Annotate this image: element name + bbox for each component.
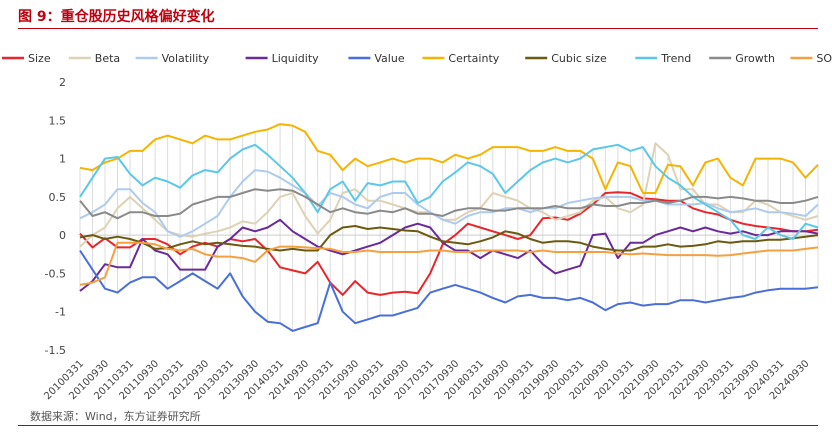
legend-label-beta: Beta	[95, 52, 120, 65]
series-line-value	[79, 249, 819, 332]
legend-label-liquidity: Liquidity	[272, 52, 320, 65]
legend-label-growth: Growth	[735, 52, 775, 65]
series-lines	[79, 123, 819, 332]
legend-label-volatility: Volatility	[162, 52, 210, 65]
legend-label-cubic-size: Cubic size	[551, 52, 607, 65]
legend-label-size: Size	[28, 52, 51, 65]
title-rule	[18, 28, 818, 29]
chart-legend: Size Beta Volatility Liquidity Value Certaint…	[2, 52, 832, 65]
figure-title: 图 9：重仓股历史风格偏好变化	[18, 9, 215, 25]
footer-rule	[18, 425, 818, 426]
legend-label-certainty: Certainty	[448, 52, 499, 65]
y-tick-label: -1.5	[45, 344, 66, 357]
y-axis-ticks: -1.5 -1 -0.5 0 0.5 1 1.5 2	[45, 76, 66, 357]
series-line-volatility	[79, 169, 819, 238]
y-tick-label: 1	[59, 153, 66, 166]
series-line-cubic-size	[79, 225, 819, 252]
legend-label-soe: SOE	[816, 52, 832, 65]
legend-label-trend: Trend	[660, 52, 691, 65]
series-line-certainty	[79, 123, 819, 194]
y-tick-label: 1.5	[49, 114, 67, 127]
legend-label-value: Value	[374, 52, 404, 65]
y-tick-label: 0	[59, 229, 66, 242]
series-line-growth	[79, 188, 819, 220]
series-line-beta	[79, 142, 819, 248]
x-axis-ticks: 2010033120100930201103312011093020120331…	[42, 358, 811, 402]
series-line-trend	[79, 143, 819, 240]
y-tick-label: -1	[55, 306, 66, 319]
y-tick-label: 2	[59, 76, 66, 89]
series-line-liquidity	[79, 218, 819, 292]
y-tick-label: 0.5	[49, 191, 67, 204]
data-source-note: 数据来源：Wind，东方证券研究所	[30, 410, 201, 423]
series-line-soe	[79, 241, 819, 286]
y-tick-label: -0.5	[45, 267, 66, 280]
